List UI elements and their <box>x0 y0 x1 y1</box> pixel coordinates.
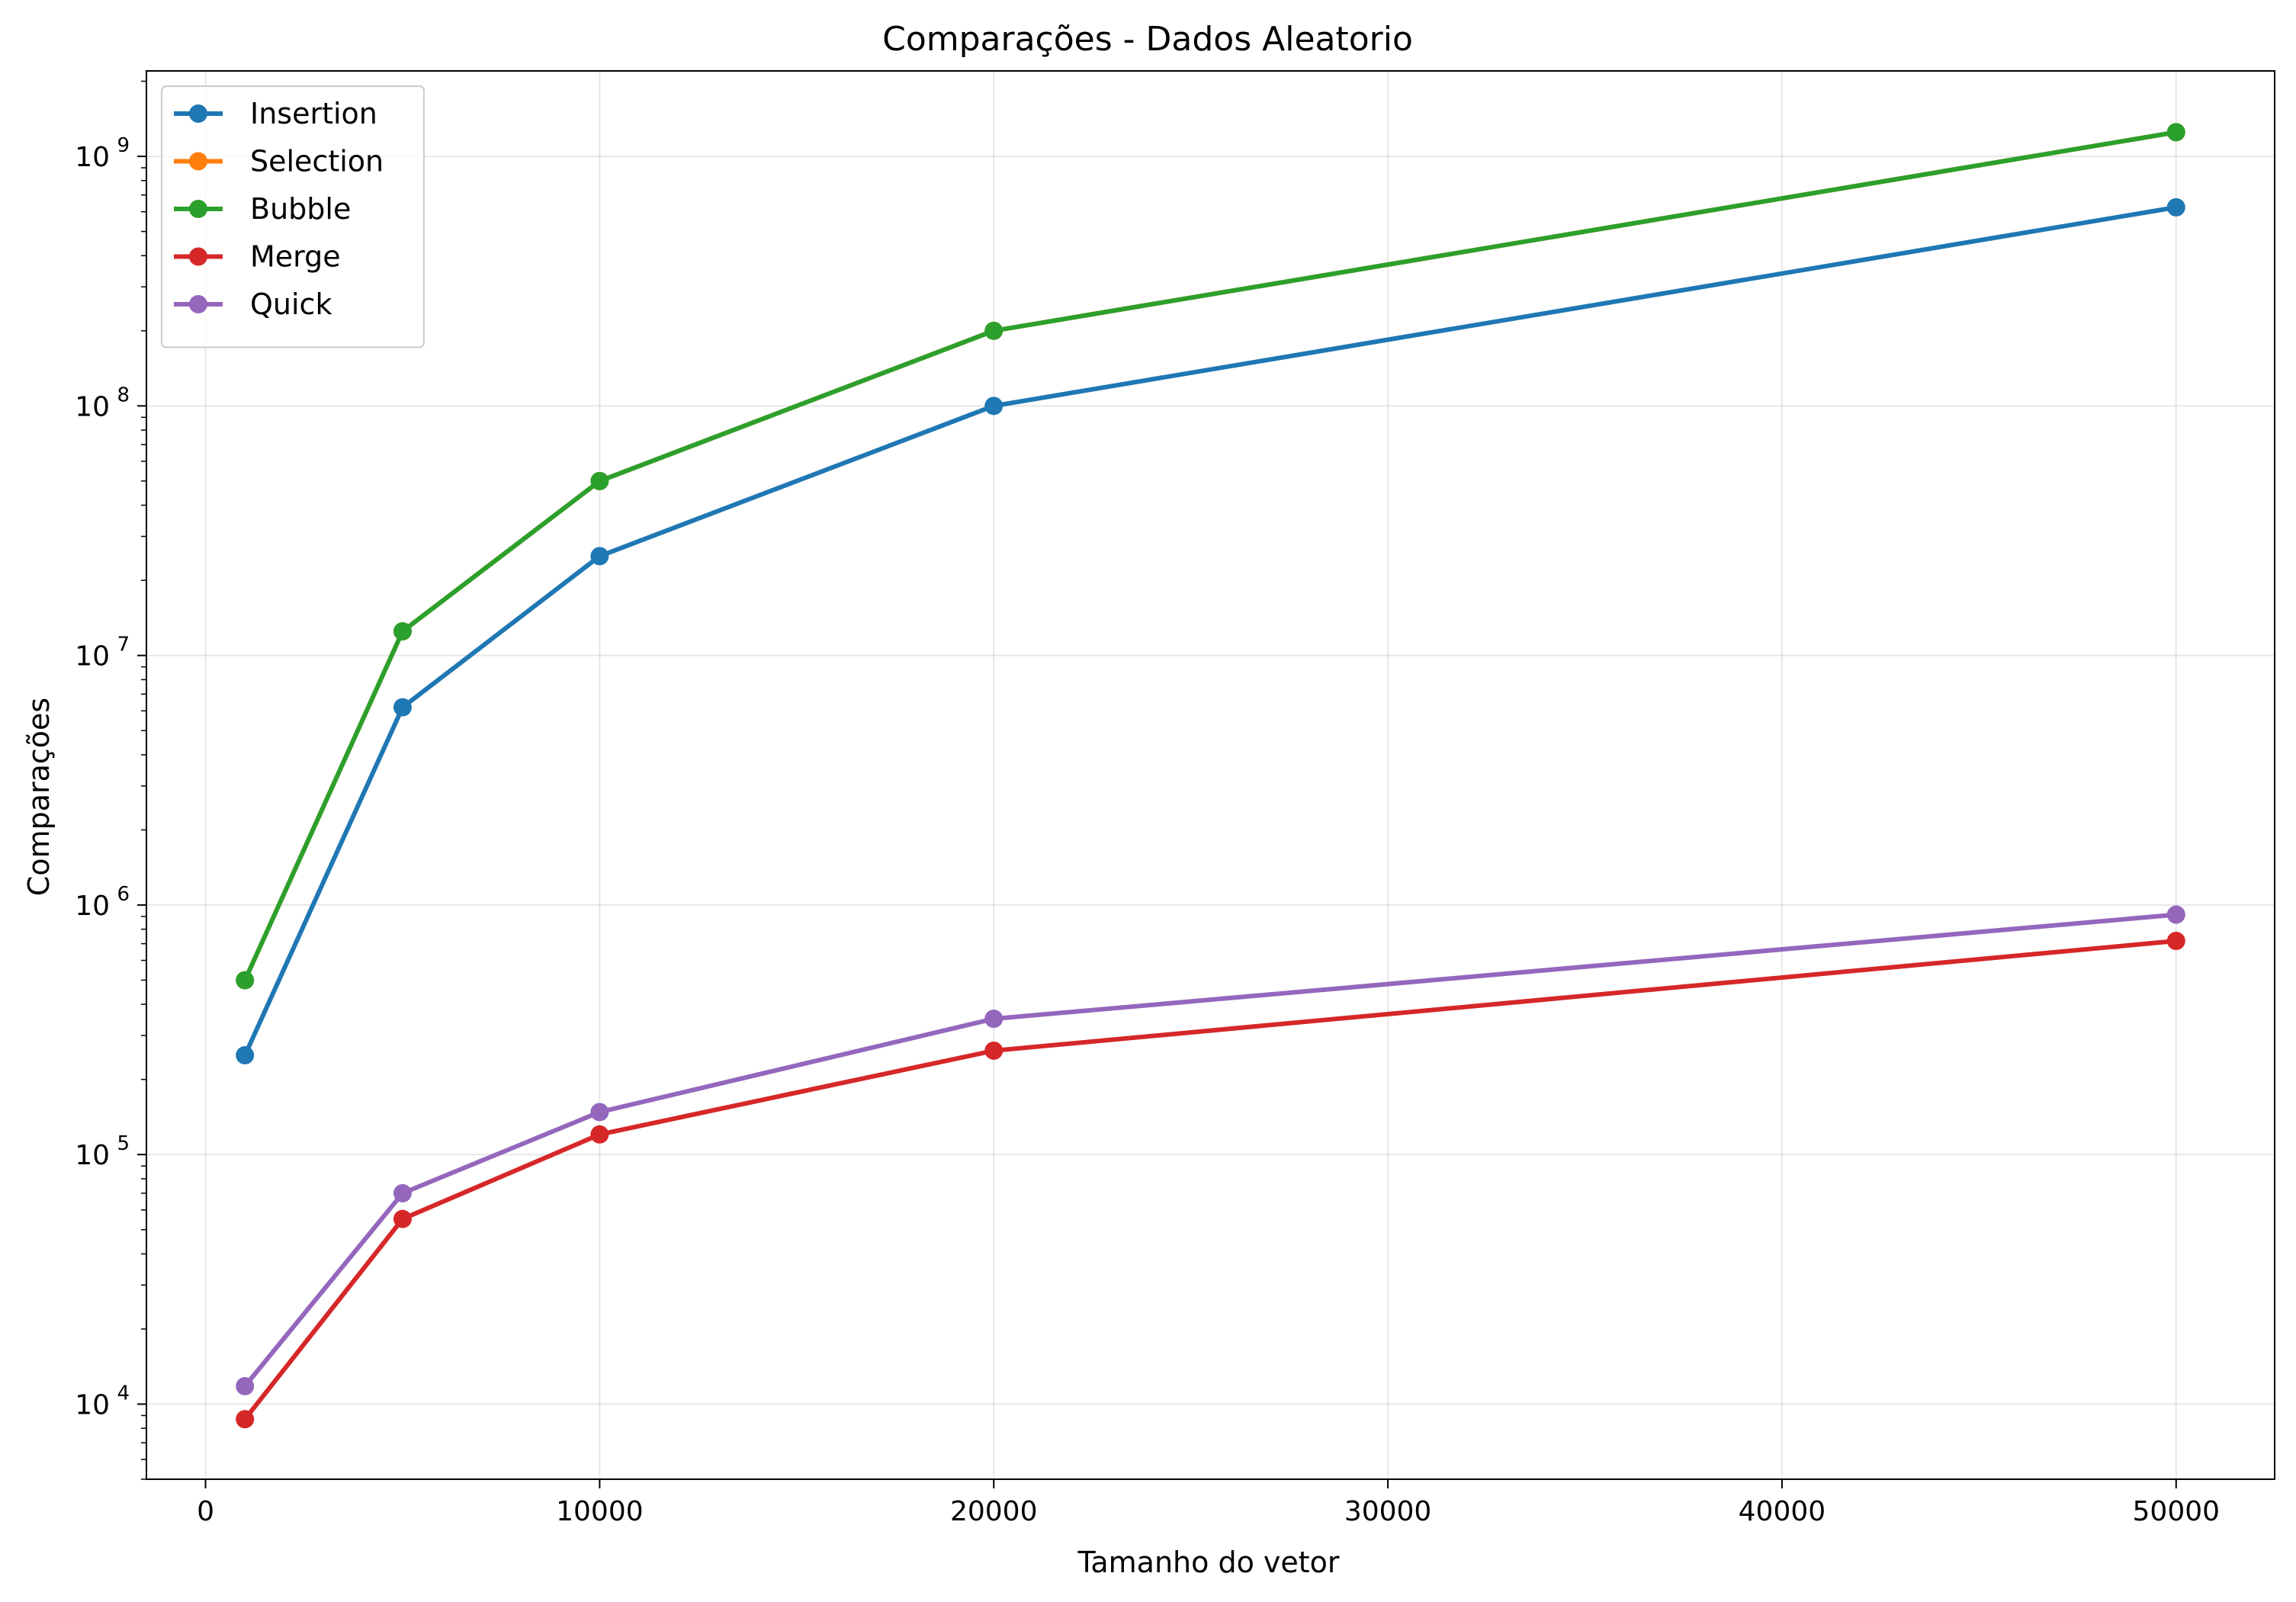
x-tick-label: 0 <box>197 1496 214 1527</box>
y-minor-ticks <box>141 80 146 1480</box>
data-point <box>984 321 1003 340</box>
data-point <box>236 1376 255 1395</box>
x-tick-label: 20000 <box>950 1496 1038 1527</box>
data-point <box>393 621 412 640</box>
data-point <box>2166 932 2185 951</box>
y-tick-label: 10 <box>75 391 110 422</box>
y-tick-exponent: 7 <box>117 634 130 657</box>
x-tick-label: 40000 <box>1739 1496 1826 1527</box>
legend-marker <box>189 200 207 218</box>
plot-frame <box>146 70 2275 1480</box>
y-tick-label: 10 <box>75 1389 110 1421</box>
series-bubble <box>236 123 2185 990</box>
x-axis-label: Tamanho do vetor <box>1077 1546 1339 1579</box>
y-tick-exponent: 8 <box>117 384 130 406</box>
series-insertion <box>236 197 2185 1064</box>
legend-marker <box>189 295 207 313</box>
y-tick-label: 10 <box>75 142 110 173</box>
legend: Insertion Selection Bubble Merge Quick <box>161 85 425 348</box>
axis-ticks: 0 10000 20000 30000 40000 50000 10 4 10 5 10 6 10 7 10… <box>75 134 2220 1527</box>
legend-item: Merge <box>174 240 341 274</box>
data-point <box>590 471 609 490</box>
x-tick-label: 30000 <box>1344 1496 1432 1527</box>
legend-box <box>161 85 425 348</box>
data-point <box>2166 123 2185 142</box>
data-point <box>984 396 1003 416</box>
legend-label: Selection <box>250 145 384 178</box>
chart-title: Comparações - Dados Aleatorio <box>882 20 1413 59</box>
data-point <box>590 1125 609 1144</box>
y-tick-label: 10 <box>75 1140 110 1171</box>
series-merge <box>236 932 2185 1429</box>
y-tick-label: 10 <box>75 641 110 673</box>
legend-item: Selection <box>174 145 384 178</box>
y-tick-exponent: 6 <box>117 883 130 906</box>
legend-label: Insertion <box>250 97 377 130</box>
y-tick-exponent: 9 <box>117 134 130 157</box>
data-point <box>2166 905 2185 924</box>
x-tick-label: 10000 <box>556 1496 644 1527</box>
data-point <box>236 1410 255 1429</box>
data-point <box>393 1209 412 1228</box>
data-point <box>2166 197 2185 217</box>
legend-marker <box>189 104 207 123</box>
y-axis-label: Comparações <box>22 698 56 896</box>
data-point <box>984 1041 1003 1060</box>
y-tick-exponent: 4 <box>117 1382 130 1405</box>
x-tick-label: 50000 <box>2133 1496 2221 1527</box>
data-point <box>393 1183 412 1202</box>
series-quick <box>236 905 2185 1395</box>
data-point <box>393 698 412 717</box>
data-point <box>984 1010 1003 1029</box>
y-tick-label: 10 <box>75 891 110 922</box>
legend-marker <box>189 152 207 171</box>
legend-label: Quick <box>250 287 332 321</box>
legend-marker <box>189 247 207 266</box>
legend-item: Insertion <box>174 97 377 130</box>
data-point <box>236 1045 255 1064</box>
data-point <box>590 1103 609 1122</box>
legend-label: Merge <box>250 240 341 274</box>
data-point <box>236 971 255 990</box>
legend-item: Bubble <box>174 192 351 226</box>
series-layer <box>236 123 2185 1429</box>
y-tick-exponent: 5 <box>117 1132 130 1155</box>
data-point <box>590 547 609 566</box>
legend-item: Quick <box>174 287 332 321</box>
legend-label: Bubble <box>250 192 351 226</box>
